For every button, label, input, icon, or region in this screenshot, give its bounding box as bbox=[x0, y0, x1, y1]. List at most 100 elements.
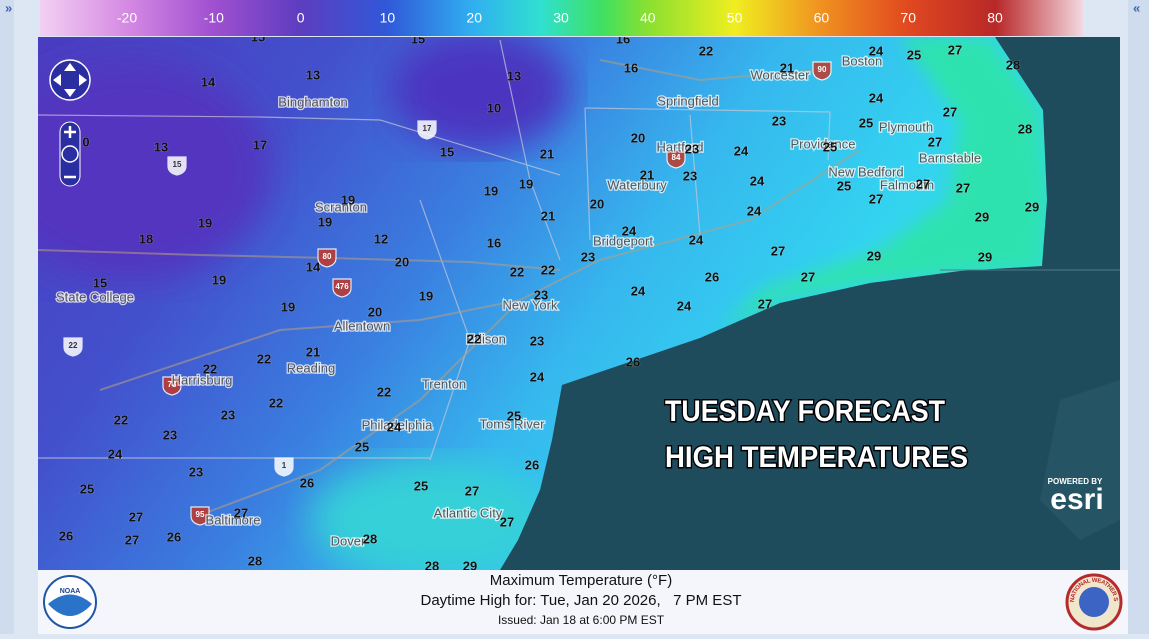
highway-number: 84 bbox=[672, 153, 681, 162]
temperature-label: 25 bbox=[507, 408, 521, 423]
highway-number: 78 bbox=[168, 380, 177, 389]
city-label: New York bbox=[503, 297, 558, 312]
temperature-label: 25 bbox=[80, 481, 94, 496]
temperature-label: 27 bbox=[129, 509, 143, 524]
highway-shield bbox=[417, 120, 437, 140]
pan-pad[interactable] bbox=[49, 59, 91, 101]
temperature-label: 27 bbox=[943, 104, 957, 119]
pan-up[interactable] bbox=[64, 63, 76, 71]
temperature-label: 27 bbox=[869, 191, 883, 206]
zoom-in[interactable] bbox=[64, 126, 76, 138]
temperature-label: 21 bbox=[540, 146, 554, 161]
temperature-label: 25 bbox=[837, 178, 851, 193]
temperature-label: 26 bbox=[167, 529, 181, 544]
temperature-label: 24 bbox=[631, 283, 646, 298]
temperature-label: 15 bbox=[411, 31, 425, 46]
temperature-label: 23 bbox=[581, 249, 595, 264]
temperature-label: 20 bbox=[368, 304, 382, 319]
pan-right[interactable] bbox=[79, 74, 87, 86]
city-label: Scranton bbox=[315, 199, 367, 214]
temperature-label: 22 bbox=[541, 262, 555, 277]
temperature-label: 24 bbox=[689, 232, 704, 247]
temperature-label: 10 bbox=[487, 100, 501, 115]
footer bbox=[38, 570, 1128, 634]
temperature-label: 28 bbox=[1018, 121, 1032, 136]
temperature-label: 24 bbox=[747, 203, 762, 218]
highway-number: 17 bbox=[423, 124, 432, 133]
temperature-label: 19 bbox=[341, 192, 355, 207]
temperature-label: 16 bbox=[624, 60, 638, 75]
temperature-label: 27 bbox=[928, 134, 942, 149]
temperature-label: 24 bbox=[622, 223, 637, 238]
temperature-label: 23 bbox=[772, 113, 786, 128]
pan-down[interactable] bbox=[64, 89, 76, 97]
temperature-label: 21 bbox=[541, 208, 555, 223]
temperature-label: 25 bbox=[859, 115, 873, 130]
temperature-label: 22 bbox=[114, 412, 128, 427]
warm-area bbox=[310, 460, 550, 570]
temperature-label: 27 bbox=[956, 180, 970, 195]
zoom-world[interactable] bbox=[61, 145, 79, 163]
color-scale-label: 10 bbox=[380, 10, 396, 26]
temperature-label: 26 bbox=[626, 354, 640, 369]
highway-shield bbox=[317, 248, 337, 268]
temperature-label: 19 bbox=[484, 183, 498, 198]
highway-number: 80 bbox=[323, 252, 332, 261]
cold-area bbox=[38, 60, 270, 280]
city-label: Edison bbox=[466, 331, 506, 346]
highway-shield bbox=[162, 376, 182, 396]
expand-left[interactable]: » bbox=[5, 0, 12, 15]
temperature-label: 13 bbox=[154, 139, 168, 154]
temperature-label: 24 bbox=[869, 90, 884, 105]
temperature-label: 19 bbox=[281, 299, 295, 314]
temperature-label: 16 bbox=[487, 235, 501, 250]
overlay-title-line: TUESDAY FORECAST bbox=[665, 395, 945, 428]
temperature-label: 22 bbox=[203, 361, 217, 376]
temperature-label: 13 bbox=[306, 67, 320, 82]
highway-number: 476 bbox=[335, 282, 349, 291]
highway-number: 1 bbox=[282, 461, 287, 470]
temperature-label: 0 bbox=[82, 134, 89, 149]
city-label: Worcester bbox=[751, 67, 811, 82]
expand-right[interactable]: « bbox=[1133, 0, 1140, 15]
city-label: Bridgeport bbox=[593, 233, 653, 248]
highway-number: 90 bbox=[818, 65, 827, 74]
temperature-label: 27 bbox=[125, 532, 139, 547]
temperature-label: 29 bbox=[867, 248, 881, 263]
temperature-label: 29 bbox=[1025, 199, 1039, 214]
map-labels: 15 17 80 476 22 78 1 95 90 84 Binghamton Scranton St… bbox=[55, 31, 1040, 570]
temperature-label: 28 bbox=[1006, 57, 1020, 72]
city-label: Toms River bbox=[479, 416, 545, 431]
color-scale-label: -10 bbox=[204, 10, 224, 26]
temperature-label: 19 bbox=[198, 215, 212, 230]
temperature-label: 14 bbox=[306, 259, 321, 274]
temperature-label: 20 bbox=[631, 130, 645, 145]
temperature-label: 29 bbox=[978, 249, 992, 264]
city-label: Reading bbox=[287, 360, 335, 375]
color-scale-label: -20 bbox=[117, 10, 137, 26]
temperature-label: 23 bbox=[534, 287, 548, 302]
highway-number: 22 bbox=[69, 341, 78, 350]
pan-left[interactable] bbox=[53, 74, 61, 86]
temperature-label: 20 bbox=[395, 254, 409, 269]
temperature-label: 12 bbox=[374, 231, 388, 246]
color-scale-label: 30 bbox=[553, 10, 569, 26]
temperature-label: 27 bbox=[465, 483, 479, 498]
city-label: Dover bbox=[331, 533, 366, 548]
temperature-label: 21 bbox=[780, 60, 794, 75]
temperature-label: 26 bbox=[59, 528, 73, 543]
color-scale-label: 70 bbox=[900, 10, 916, 26]
temperature-label: 25 bbox=[823, 139, 837, 154]
color-scale-label: 50 bbox=[727, 10, 743, 26]
map: 15 17 80 476 22 78 1 95 90 84 Binghamton Scranton St… bbox=[38, 31, 1120, 570]
temperature-label: 16 bbox=[616, 31, 630, 46]
attribution-brand: esri bbox=[1050, 483, 1103, 516]
temperature-label: 24 bbox=[869, 43, 884, 58]
noaa-logo-text: NOAA bbox=[60, 588, 81, 595]
temperature-label: 24 bbox=[734, 143, 749, 158]
footer-title: Maximum Temperature (°F) bbox=[490, 572, 672, 589]
city-label: Harrisburg bbox=[172, 372, 233, 387]
temperature-label: 17 bbox=[253, 137, 267, 152]
